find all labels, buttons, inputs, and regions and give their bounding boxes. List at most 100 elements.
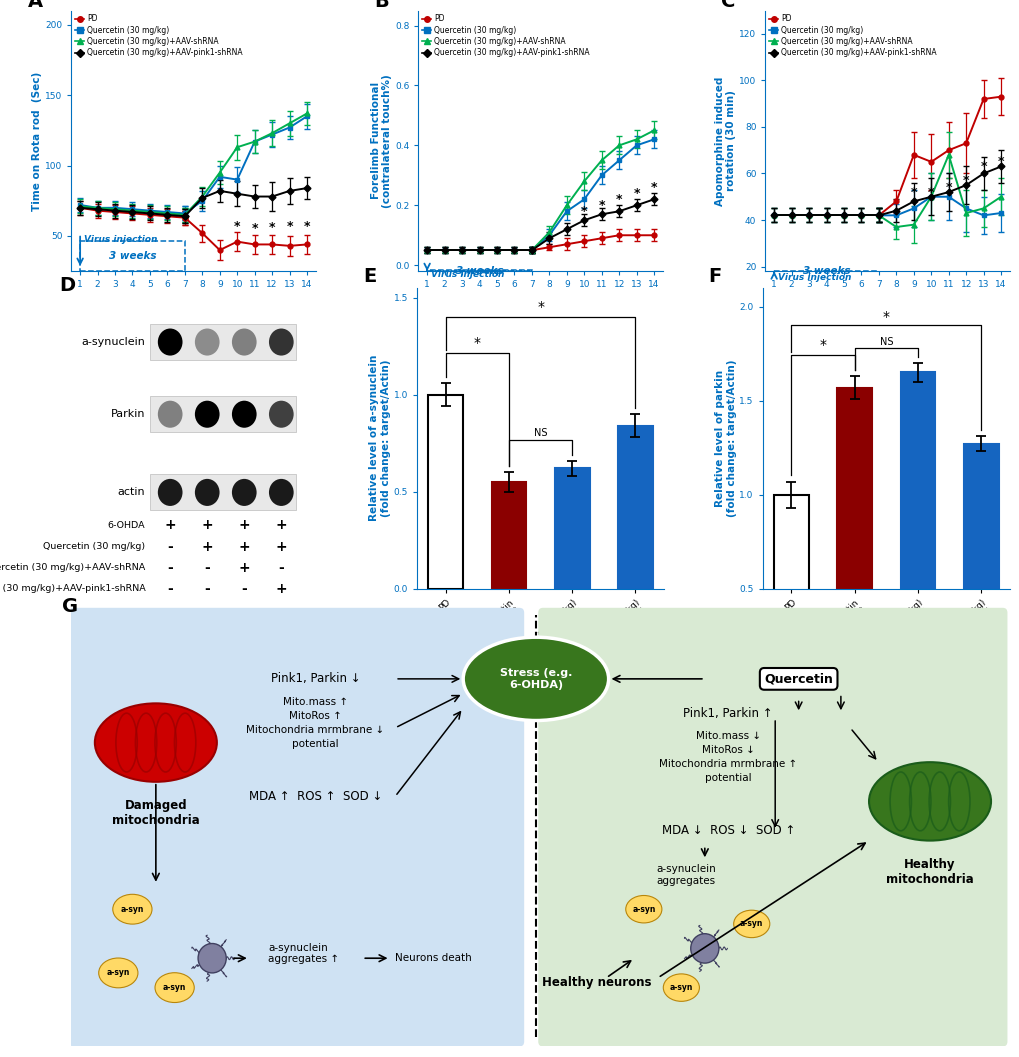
- Text: a-syn: a-syn: [740, 920, 762, 928]
- Text: +: +: [275, 539, 286, 554]
- Text: *: *: [537, 300, 543, 314]
- Text: B: B: [374, 0, 389, 12]
- Text: Neurons death: Neurons death: [394, 953, 472, 963]
- Ellipse shape: [231, 329, 257, 355]
- Ellipse shape: [158, 479, 182, 506]
- Text: G: G: [62, 596, 78, 615]
- Text: Mito.mass ↑
MitoRos ↑
Mitochondria mrmbrane ↓
potential: Mito.mass ↑ MitoRos ↑ Mitochondria mrmbr…: [246, 697, 384, 749]
- Ellipse shape: [231, 401, 257, 428]
- Ellipse shape: [231, 479, 257, 506]
- Ellipse shape: [733, 910, 769, 938]
- Text: *: *: [633, 187, 639, 200]
- Text: -: -: [167, 539, 173, 554]
- Text: Virus injection: Virus injection: [84, 235, 157, 244]
- Text: +: +: [238, 519, 250, 533]
- Text: Pink1, Parkin ↓: Pink1, Parkin ↓: [270, 672, 360, 685]
- Text: *: *: [581, 205, 587, 218]
- Y-axis label: Forelimb Functional
(contralateral touch%): Forelimb Functional (contralateral touch…: [370, 74, 392, 208]
- Ellipse shape: [158, 401, 182, 428]
- Text: *: *: [819, 338, 825, 352]
- Text: a-syn: a-syn: [163, 983, 186, 993]
- Text: *: *: [269, 221, 275, 234]
- Text: *: *: [474, 336, 480, 350]
- Ellipse shape: [868, 762, 990, 840]
- Text: Virus injection: Virus injection: [776, 273, 850, 282]
- Ellipse shape: [198, 944, 226, 972]
- Ellipse shape: [662, 973, 699, 1001]
- Bar: [773, 495, 808, 683]
- Ellipse shape: [95, 703, 217, 782]
- Text: *: *: [304, 220, 310, 233]
- Text: Parkin: Parkin: [111, 409, 146, 420]
- Text: Damaged
mitochondria: Damaged mitochondria: [112, 799, 200, 827]
- Ellipse shape: [269, 401, 293, 428]
- Text: Quercetin: Quercetin: [763, 672, 833, 685]
- FancyBboxPatch shape: [69, 608, 524, 1046]
- Text: +: +: [238, 539, 250, 554]
- Text: actin: actin: [118, 487, 146, 498]
- Text: a-synuclein: a-synuclein: [82, 337, 146, 347]
- Text: *: *: [615, 192, 622, 206]
- Text: F: F: [708, 266, 721, 285]
- Text: *: *: [979, 160, 986, 173]
- Ellipse shape: [463, 637, 608, 721]
- Text: NS: NS: [878, 336, 893, 347]
- Text: *: *: [927, 186, 933, 199]
- Ellipse shape: [99, 958, 138, 988]
- Ellipse shape: [690, 933, 718, 963]
- Ellipse shape: [269, 329, 293, 355]
- Text: 3 weeks: 3 weeks: [109, 252, 156, 261]
- Text: a-syn: a-syn: [107, 968, 129, 978]
- Y-axis label: Relative level of a-synuclein
(fold change: target/Actin): Relative level of a-synuclein (fold chan…: [369, 355, 390, 521]
- Text: E: E: [363, 266, 376, 285]
- Text: MDA ↓  ROS ↓  SOD ↑: MDA ↓ ROS ↓ SOD ↑: [661, 824, 794, 837]
- Text: +: +: [201, 519, 213, 533]
- Text: -: -: [278, 560, 284, 575]
- Text: -: -: [204, 581, 210, 596]
- Legend: PD, Quercetin (30 mg/kg), Quercetin (30 mg/kg)+AAV-shRNA, Quercetin (30 mg/kg)+A: PD, Quercetin (30 mg/kg), Quercetin (30 …: [768, 15, 936, 57]
- Bar: [150, 324, 296, 360]
- Ellipse shape: [155, 972, 194, 1002]
- Text: Healthy neurons: Healthy neurons: [542, 977, 651, 989]
- Text: Pink1, Parkin ↑: Pink1, Parkin ↑: [683, 707, 772, 720]
- Text: -: -: [167, 581, 173, 596]
- Ellipse shape: [269, 479, 293, 506]
- Y-axis label: Time on Rota rod  (Sec): Time on Rota rod (Sec): [33, 71, 43, 210]
- Ellipse shape: [113, 894, 152, 924]
- Bar: [81, 241, 184, 272]
- Bar: [837, 388, 871, 683]
- Bar: [491, 482, 526, 589]
- Text: Quercetin (30 mg/kg): Quercetin (30 mg/kg): [44, 542, 146, 551]
- Text: *: *: [650, 181, 656, 193]
- Text: -: -: [204, 560, 210, 575]
- Text: a-synuclein
aggregates: a-synuclein aggregates: [655, 865, 715, 886]
- Text: *: *: [962, 174, 968, 187]
- Text: C: C: [720, 0, 735, 12]
- Text: *: *: [598, 199, 604, 211]
- Text: 3 weeks: 3 weeks: [802, 266, 850, 277]
- Text: *: *: [910, 186, 916, 199]
- Text: NS: NS: [533, 428, 547, 438]
- Text: *: *: [997, 155, 1004, 168]
- Text: Mito.mass ↓
MitoRos ↓
Mitochondria mrmbrane ↑
potential: Mito.mass ↓ MitoRos ↓ Mitochondria mrmbr…: [658, 731, 797, 783]
- Text: Healthy
mitochondria: Healthy mitochondria: [886, 857, 973, 886]
- Text: +: +: [164, 519, 176, 533]
- Text: MDA ↑  ROS ↑  SOD ↓: MDA ↑ ROS ↑ SOD ↓: [249, 790, 382, 803]
- Text: Quercetin (30 mg/kg)+AAV-pink1-shRNA: Quercetin (30 mg/kg)+AAV-pink1-shRNA: [0, 585, 146, 593]
- Bar: [428, 394, 463, 589]
- Text: *: *: [252, 222, 258, 236]
- Text: *: *: [233, 220, 240, 233]
- Text: Stress (e.g.
6-OHDA): Stress (e.g. 6-OHDA): [499, 668, 572, 689]
- Ellipse shape: [158, 329, 182, 355]
- Text: +: +: [275, 519, 286, 533]
- Text: *: *: [945, 181, 951, 193]
- Text: a-syn: a-syn: [669, 983, 692, 993]
- Legend: PD, Quercetin (30 mg/kg), Quercetin (30 mg/kg)+AAV-shRNA, Quercetin (30 mg/kg)+A: PD, Quercetin (30 mg/kg), Quercetin (30 …: [422, 15, 590, 57]
- Bar: [963, 444, 998, 683]
- Text: Virus injection: Virus injection: [430, 271, 503, 279]
- Text: +: +: [238, 560, 250, 575]
- Bar: [618, 426, 652, 589]
- Text: A: A: [28, 0, 43, 12]
- Ellipse shape: [625, 895, 661, 923]
- Ellipse shape: [195, 401, 219, 428]
